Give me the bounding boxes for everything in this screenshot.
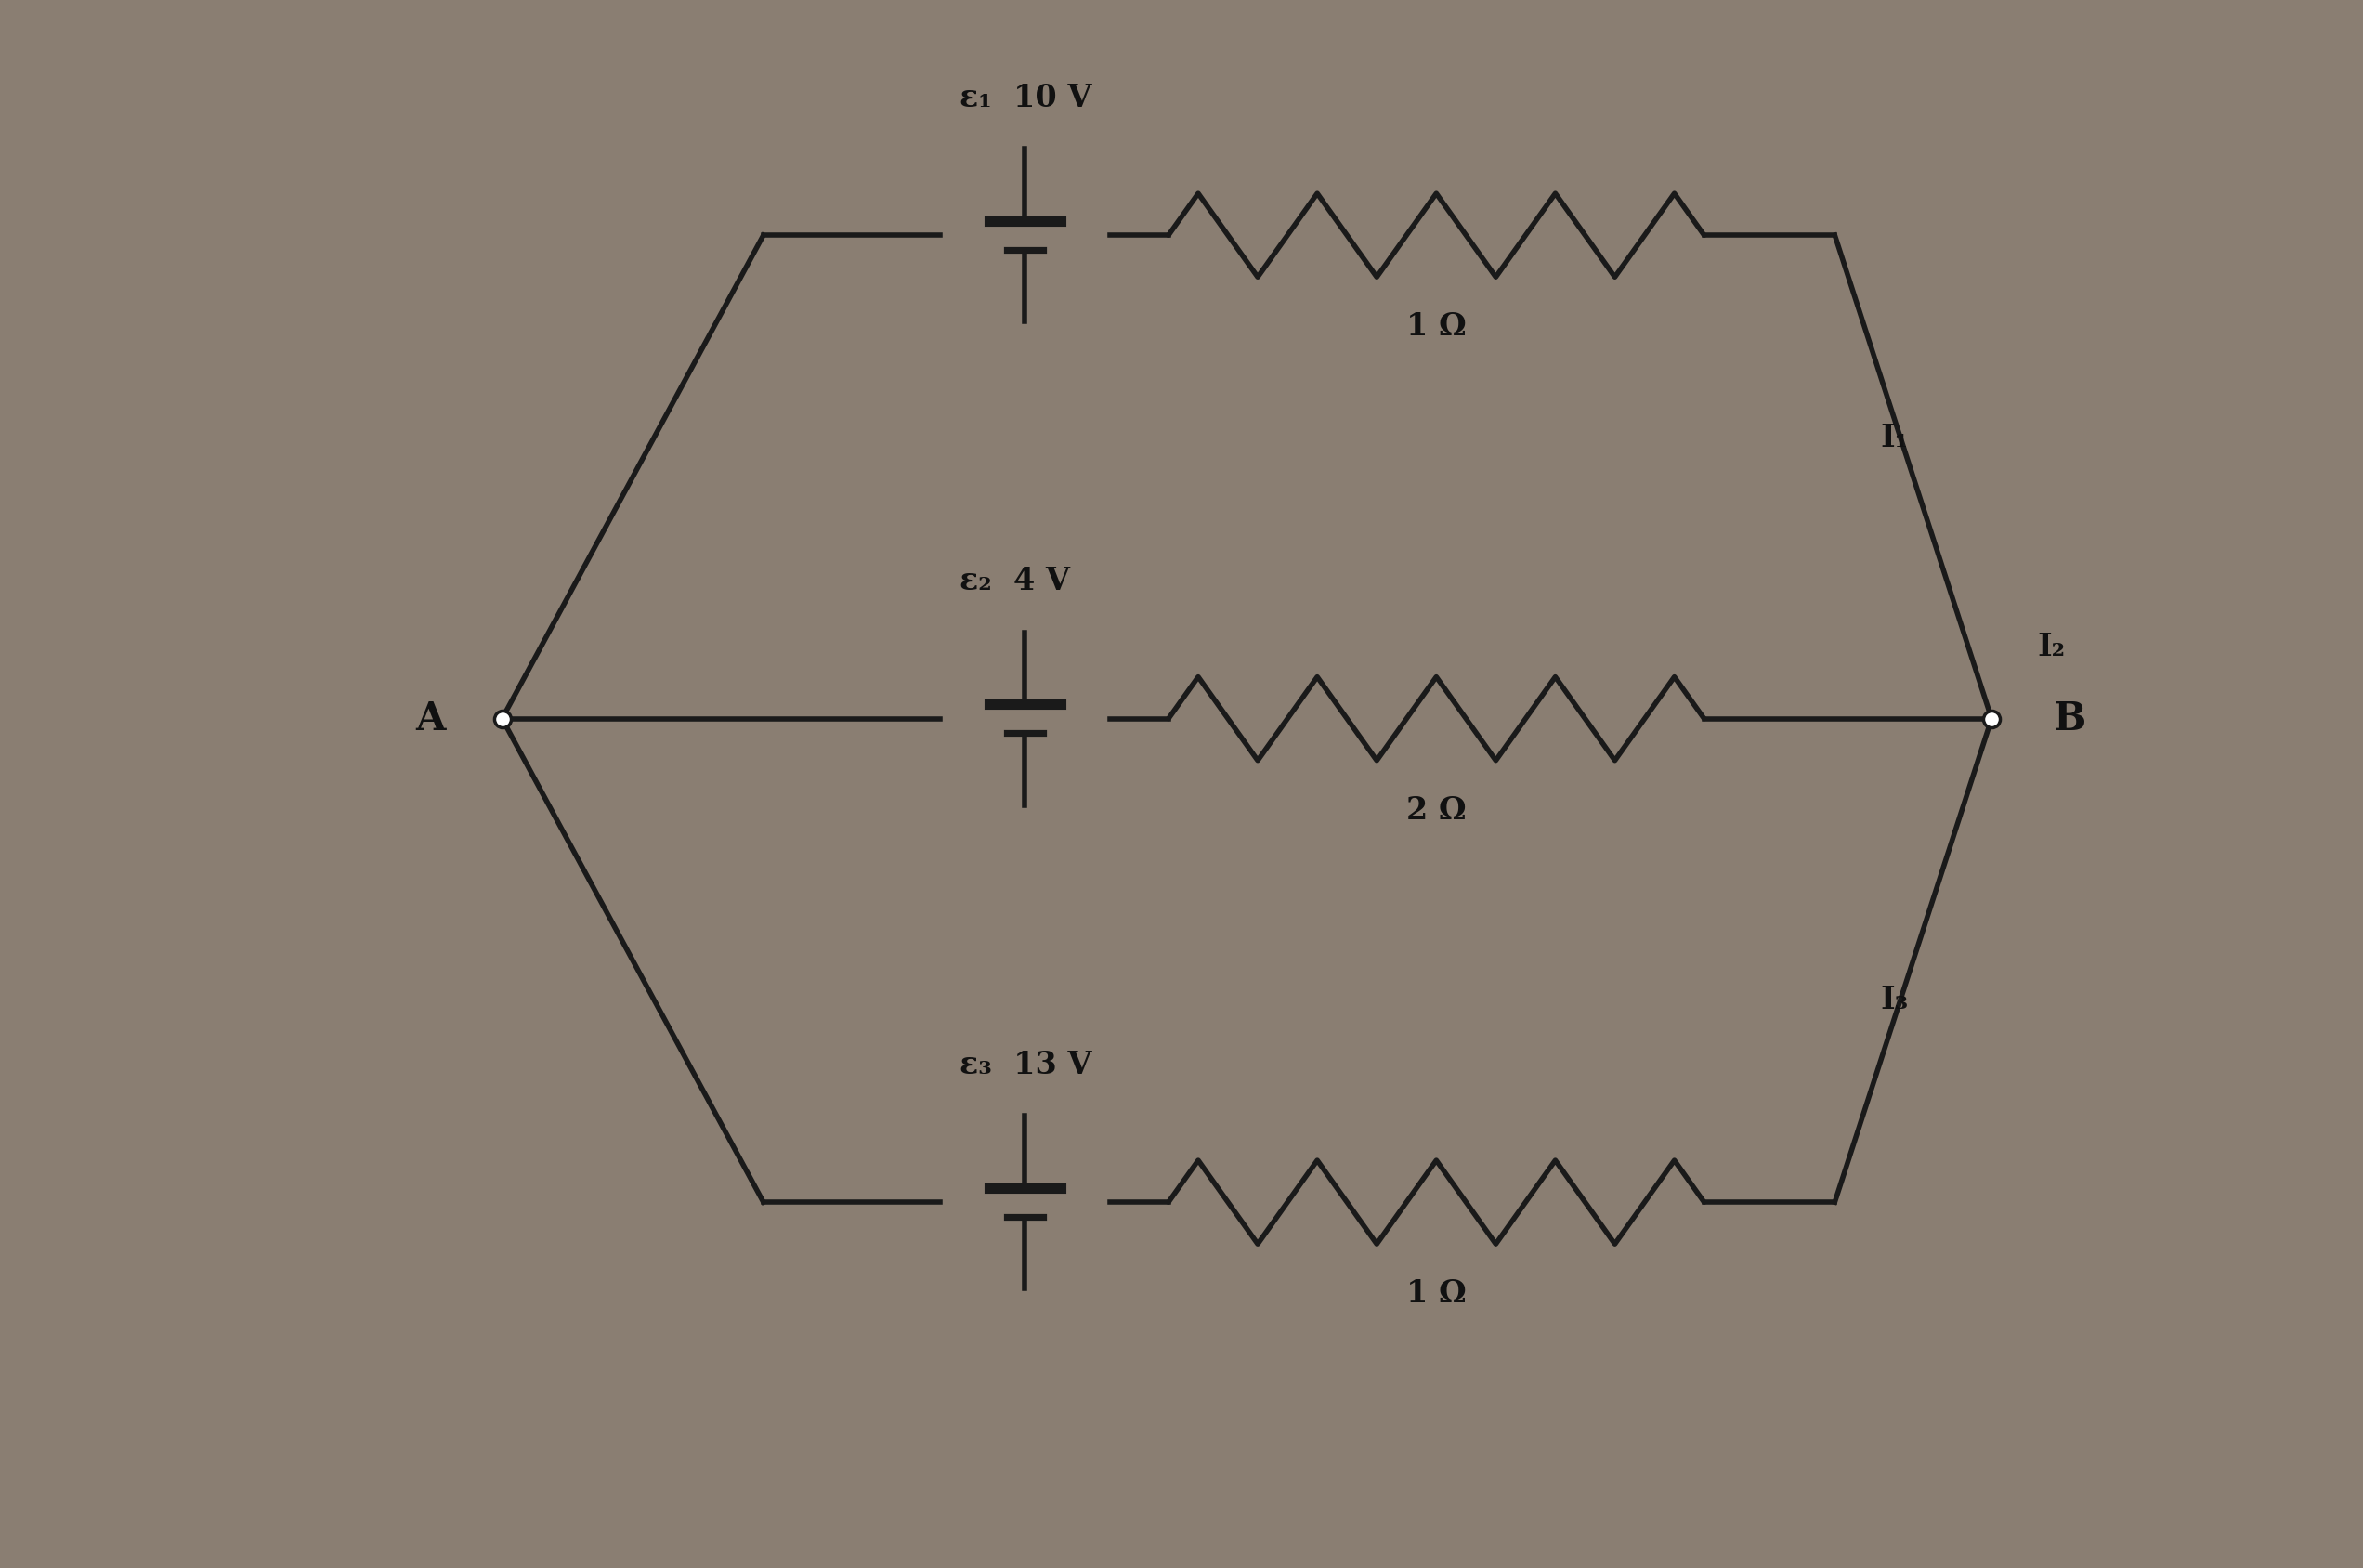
Text: 1 Ω: 1 Ω	[1406, 312, 1467, 342]
Text: ε₃  13 V: ε₃ 13 V	[959, 1049, 1092, 1080]
Text: 1 Ω: 1 Ω	[1406, 1278, 1467, 1309]
Text: 2 Ω: 2 Ω	[1406, 795, 1467, 825]
Text: ε₁  10 V: ε₁ 10 V	[959, 83, 1092, 113]
Text: I₁: I₁	[1881, 422, 1909, 453]
Text: B: B	[2053, 699, 2087, 739]
Text: I₃: I₃	[1881, 985, 1909, 1014]
Text: I₂: I₂	[2037, 632, 2065, 662]
Text: ε₂  4 V: ε₂ 4 V	[959, 566, 1070, 597]
Text: A: A	[416, 699, 444, 739]
